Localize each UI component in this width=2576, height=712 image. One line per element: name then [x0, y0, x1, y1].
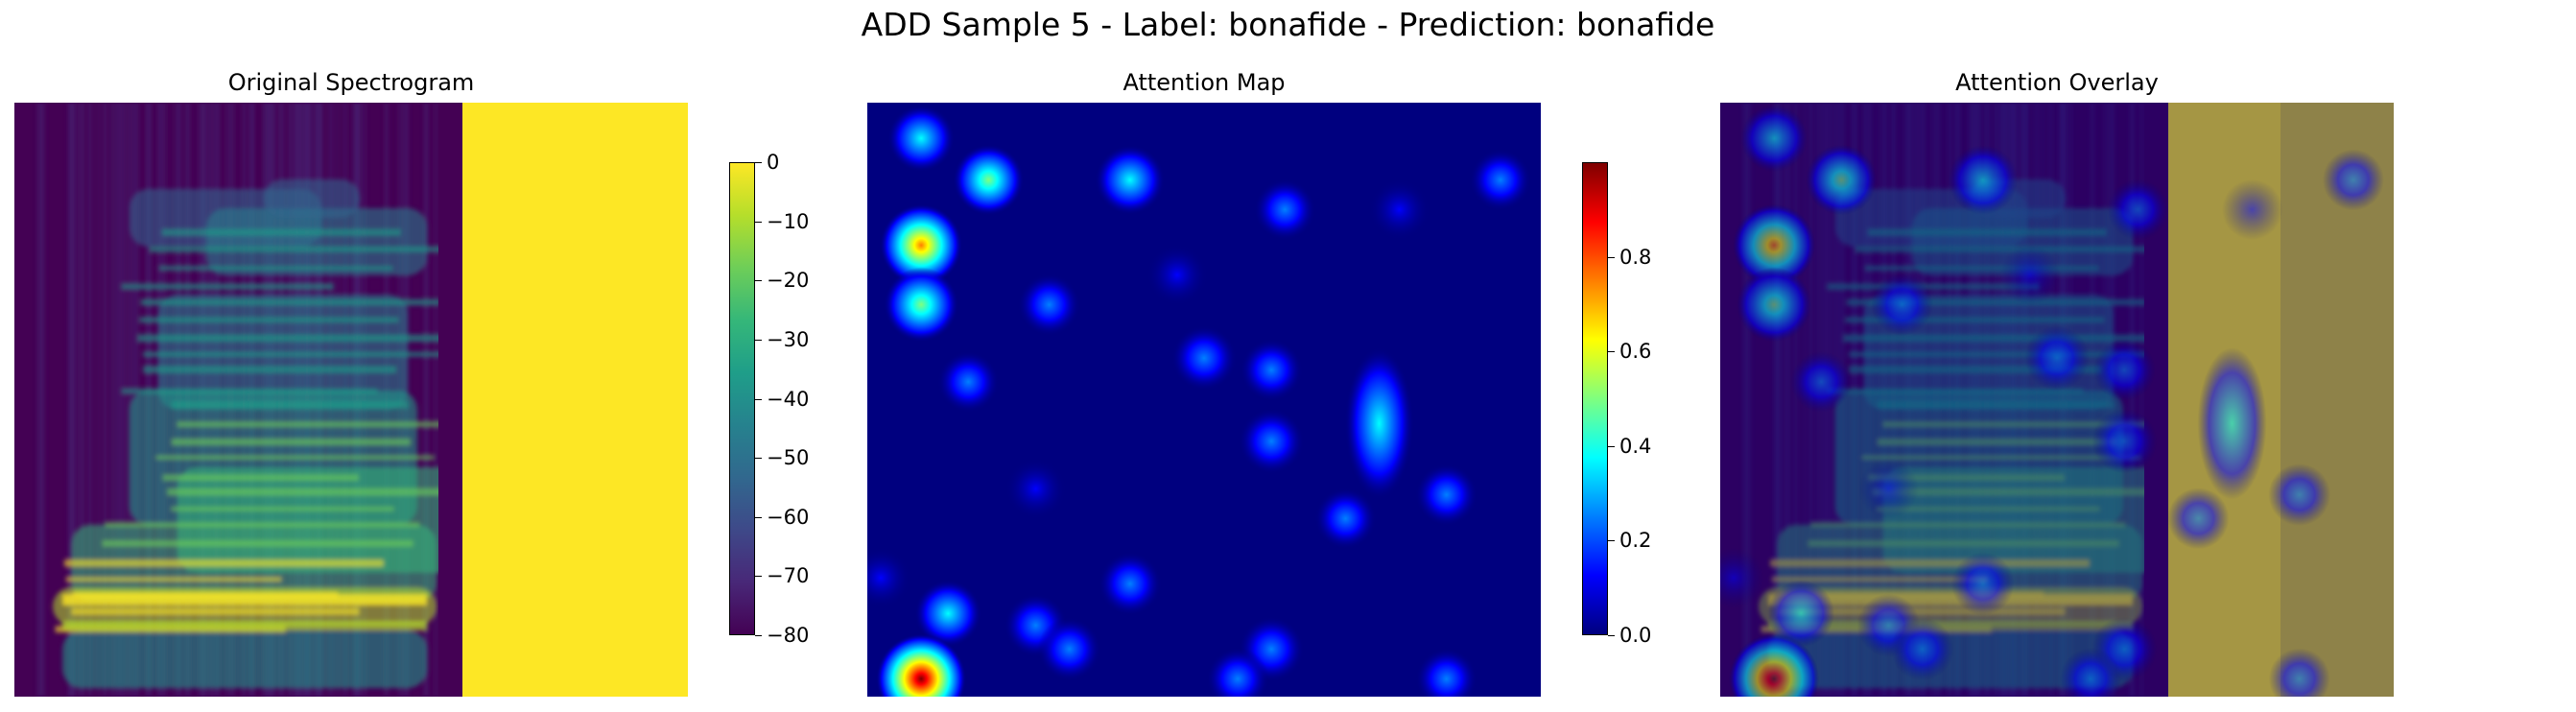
attention-hotspot [1344, 347, 1414, 500]
colorbar-tick-mark [755, 576, 762, 577]
attention-hotspot [2059, 648, 2122, 697]
attention-hotspot [953, 144, 1025, 216]
attention-hotspot [1037, 617, 1101, 681]
colorbar-tick-mark [755, 458, 762, 459]
attention-hotspot [2268, 463, 2331, 526]
colorbar-tick-label: −60 [767, 506, 810, 529]
colorbar-tick-mark [755, 399, 762, 400]
attention-hotspot [2322, 149, 2384, 211]
attention-hotspot [2107, 178, 2169, 241]
attention-hotspot [1254, 178, 1316, 241]
attention-hotspot [1737, 267, 1812, 343]
overlay-title: Attention Overlay [1955, 69, 2159, 96]
attention-hotspot [887, 105, 956, 173]
attention-content [867, 103, 1541, 697]
attention-hotspot [1767, 580, 1835, 648]
attention-hotspot [867, 547, 911, 608]
colorbar-tick-label: −70 [767, 564, 810, 587]
attention-hotspot [2092, 408, 2158, 474]
attention-hotspot [1098, 552, 1162, 616]
attention-hotspot [1871, 273, 1933, 336]
attention-hotspot [1415, 463, 1478, 526]
attention-map-image [867, 103, 1541, 697]
colorbar-tick-mark [1608, 635, 1615, 636]
attention-hotspot [1314, 487, 1377, 550]
colorbar-tick-label: 0.4 [1619, 435, 1652, 458]
colorbar-tick-label: 0.2 [1619, 529, 1652, 552]
attention-hotspot [2024, 325, 2090, 392]
attention-hotspot [937, 350, 1000, 413]
colorbar-tick-label: −20 [767, 269, 810, 292]
colorbar-tick-mark [755, 280, 762, 281]
overlay-image [1720, 103, 2394, 697]
colorbar-tick-label: 0.0 [1619, 624, 1652, 647]
colorbar-tick-mark [1608, 351, 1615, 352]
colorbar-tick-mark [755, 517, 762, 518]
spectrogram-content [14, 103, 688, 697]
attention-hotspot [1415, 648, 1477, 697]
attention-hotspot [1004, 458, 1067, 519]
colorbar-tick-mark [1608, 257, 1615, 258]
attention-hotspot [1206, 648, 1269, 697]
attention-hotspot [1368, 178, 1430, 241]
attention-hotspot [1790, 350, 1853, 413]
attention-hotspot [1095, 145, 1166, 215]
attention-hotspot [1950, 552, 2015, 616]
spectrogram-title: Original Spectrogram [227, 69, 475, 96]
colorbar-tick-mark [755, 635, 762, 636]
colorbar-tick-mark [755, 222, 762, 223]
attention-hotspot [2221, 178, 2283, 241]
attention-map-title: Attention Map [1123, 69, 1286, 96]
colorbar-tick-label: 0.6 [1619, 340, 1652, 363]
colorbar-tick-label: −40 [767, 388, 810, 411]
attention-hotspot [1146, 244, 1208, 306]
attention-hotspot [1733, 203, 1816, 287]
attention-hotspot [1890, 617, 1954, 681]
attention-hotspot [1729, 633, 1820, 697]
spectrogram-image [14, 103, 688, 697]
colorbar-tick-label: −30 [767, 328, 810, 351]
colorbar-tick-label: −80 [767, 624, 810, 647]
attention-hotspot [1948, 145, 2019, 215]
attention-hotspot [1018, 273, 1080, 336]
attention-hotspot [1469, 149, 1531, 211]
attention-hotspot [1720, 547, 1764, 608]
colorbar-tick-label: 0.8 [1619, 246, 1652, 269]
attention-hotspot [914, 580, 982, 648]
colorbar-tick-mark [1608, 540, 1615, 541]
attention-hotspot [2167, 487, 2230, 550]
spectrogram-colorbar [729, 162, 755, 635]
attention-content [1720, 105, 2384, 697]
attention-hotspot [876, 633, 967, 697]
attention-hotspot [1857, 458, 1920, 519]
colorbar-tick-label: −50 [767, 446, 810, 469]
attention-hotspot [2092, 339, 2156, 401]
colorbar-tick-label: 0 [767, 151, 780, 174]
attention-hotspot [2268, 648, 2330, 697]
attention-hotspot [1806, 144, 1878, 216]
padded-region [462, 103, 688, 697]
attention-hotspot [884, 267, 959, 343]
attention-hotspot [880, 203, 963, 287]
attention-hotspot [2197, 347, 2267, 500]
colorbar-tick-label: −10 [767, 210, 810, 233]
attention-hotspot [1740, 105, 1808, 173]
attention-hotspot [1239, 408, 1305, 474]
attention-hotspot [1999, 244, 2061, 306]
attention-hotspot [1240, 339, 1303, 401]
attention-colorbar [1582, 162, 1608, 635]
figure-suptitle: ADD Sample 5 - Label: bonafide - Predict… [861, 6, 1715, 43]
colorbar-tick-mark [755, 340, 762, 341]
colorbar-tick-mark [755, 162, 762, 163]
colorbar-tick-mark [1608, 446, 1615, 447]
attention-hotspot [1171, 325, 1237, 392]
